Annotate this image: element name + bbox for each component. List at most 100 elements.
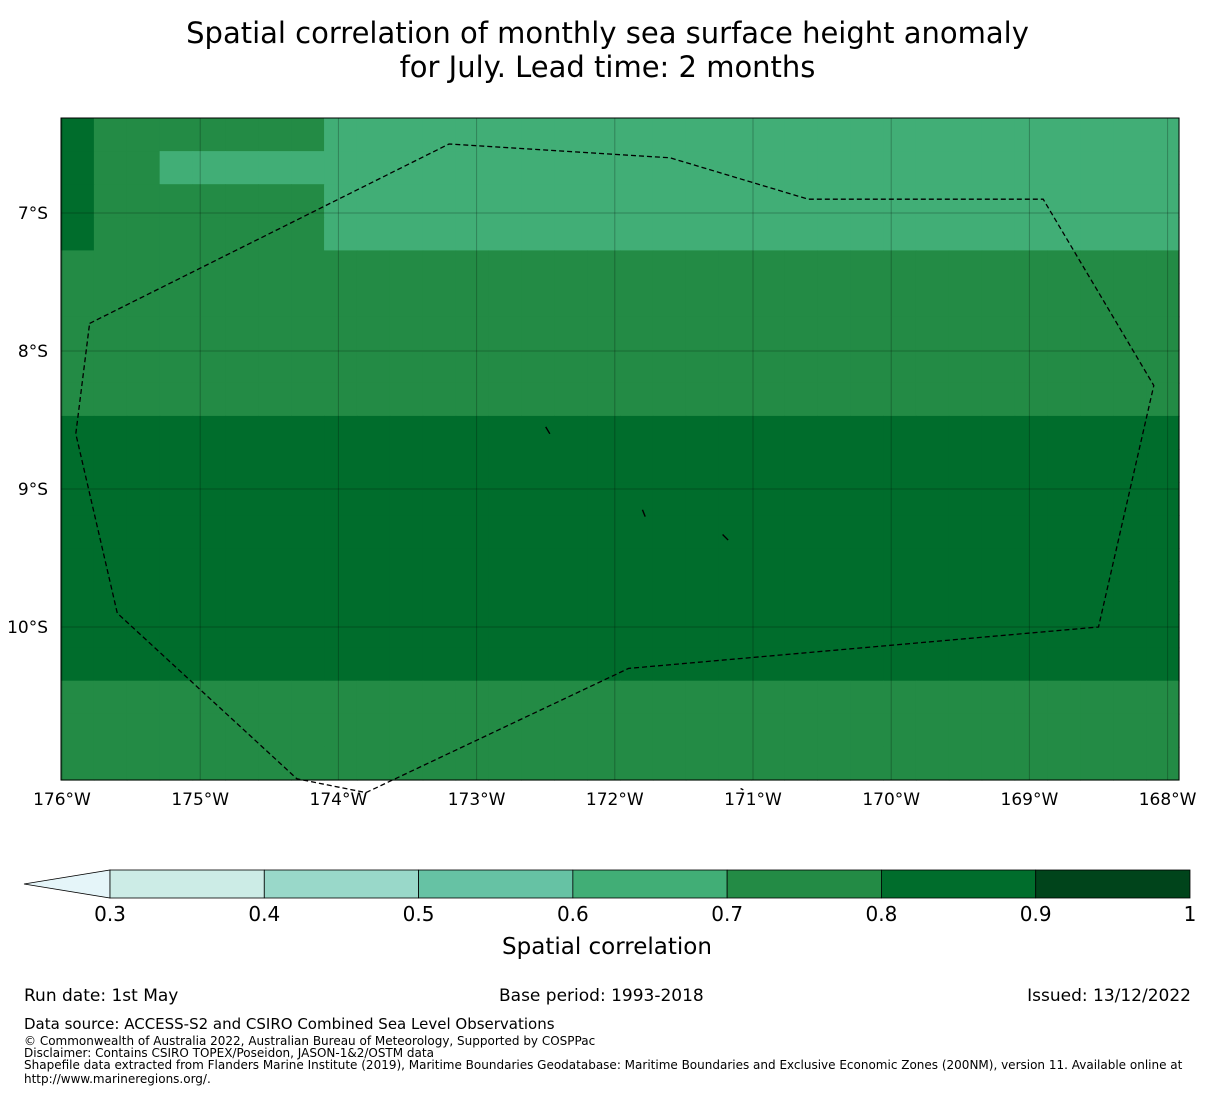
- grid-cell: [554, 118, 588, 152]
- grid-cell: [850, 581, 884, 616]
- grid-cell: [356, 349, 391, 384]
- grid-cell: [422, 349, 457, 384]
- grid-cell: [718, 746, 753, 781]
- colorbar-bin: [881, 869, 1037, 899]
- grid-cell: [225, 283, 259, 318]
- grid-cell: [324, 680, 358, 715]
- grid-cell: [1080, 482, 1114, 516]
- grid-cell: [1113, 118, 1147, 152]
- grid-cell: [1014, 482, 1049, 516]
- grid-cell: [1047, 382, 1081, 417]
- grid-cell: [389, 581, 424, 616]
- colorbar-tick-label: 0.4: [248, 902, 280, 926]
- grid-cell: [620, 482, 654, 516]
- grid-cell: [620, 515, 654, 549]
- grid-cell: [389, 647, 424, 682]
- lon-tick-label: 168°W: [1139, 790, 1197, 810]
- grid-cell: [981, 250, 1016, 285]
- grid-cell: [784, 548, 818, 582]
- grid-cell: [883, 415, 917, 450]
- grid-cell: [1014, 581, 1049, 616]
- grid-cell: [1047, 449, 1081, 483]
- grid-cell: [521, 151, 555, 185]
- grid-cell: [850, 449, 884, 483]
- grid-cell: [422, 647, 457, 682]
- grid-cell: [159, 614, 194, 649]
- grid-cell: [455, 184, 490, 218]
- grid-cell: [1146, 283, 1180, 318]
- grid-cell: [652, 250, 687, 285]
- grid-cell: [225, 449, 259, 483]
- grid-cell: [948, 548, 983, 582]
- colorbar: 0.3 0.4 0.5 0.6 0.7 0.8 0.9 1 Spatial correlatio…: [23, 869, 1196, 960]
- grid-cell: [356, 746, 391, 781]
- grid-cell: [291, 548, 325, 582]
- grid-cell: [422, 415, 457, 450]
- grid-cell: [981, 680, 1016, 715]
- grid-cell: [61, 548, 95, 582]
- grid-cell: [324, 581, 358, 616]
- grid-cell: [61, 713, 95, 748]
- grid-cell: [784, 382, 818, 417]
- grid-cell: [488, 283, 522, 318]
- grid-cell: [817, 184, 851, 218]
- lon-tick-label: 171°W: [724, 790, 782, 810]
- grid-cell: [225, 680, 259, 715]
- grid-cell: [225, 316, 259, 351]
- grid-cell: [258, 349, 292, 384]
- grid-cell: [915, 283, 950, 318]
- grid-cell: [981, 316, 1016, 351]
- grid-cell: [488, 647, 522, 682]
- grid-cell: [1047, 316, 1081, 351]
- grid-cell: [883, 647, 917, 682]
- grid-cell: [521, 184, 555, 218]
- grid-cell: [751, 415, 786, 450]
- grid-cell: [1047, 415, 1081, 450]
- grid-cell: [488, 614, 522, 649]
- grid-cell: [883, 118, 917, 152]
- grid-cell: [258, 713, 292, 748]
- grid-cell: [1080, 680, 1114, 715]
- grid-cell: [554, 680, 588, 715]
- grid-cell: [159, 184, 194, 218]
- grid-cell: [126, 647, 161, 682]
- grid-cell: [258, 482, 292, 516]
- grid-cell: [93, 647, 128, 682]
- grid-cell: [981, 713, 1016, 748]
- grid-cell: [1047, 548, 1081, 582]
- grid-cell: [159, 217, 194, 251]
- grid-cell: [883, 515, 917, 549]
- grid-cell: [1113, 151, 1147, 185]
- grid-cell: [751, 515, 786, 549]
- grid-cell: [718, 151, 753, 185]
- grid-cell: [587, 680, 621, 715]
- lat-tick-label: 7°S: [18, 204, 48, 224]
- grid-cell: [1014, 449, 1049, 483]
- grid-cell: [981, 349, 1016, 384]
- grid-cell: [225, 548, 259, 582]
- grid-cell: [356, 316, 391, 351]
- colorbar-bin: [726, 869, 882, 899]
- grid-cell: [652, 217, 687, 251]
- grid-cell: [1047, 647, 1081, 682]
- grid-cell: [1080, 415, 1114, 450]
- grid-cell: [554, 151, 588, 185]
- eez-boundary-line: [75, 143, 1155, 794]
- grid-cell: [587, 316, 621, 351]
- grid-cell: [652, 713, 687, 748]
- grid-cell: [521, 250, 555, 285]
- grid-cell: [225, 415, 259, 450]
- island-outline: [545, 426, 551, 435]
- grid-cell: [883, 283, 917, 318]
- grid-cell: [1146, 449, 1180, 483]
- grid-cell: [1113, 647, 1147, 682]
- colorbar-under-triangle: [23, 869, 111, 899]
- grid-cell: [1146, 316, 1180, 351]
- grid-cell: [258, 647, 292, 682]
- grid-cell: [915, 118, 950, 152]
- grid-cell: [258, 746, 292, 781]
- grid-cell: [1113, 449, 1147, 483]
- grid-cell: [356, 449, 391, 483]
- grid-cell: [324, 713, 358, 748]
- grid-cell: [1047, 515, 1081, 549]
